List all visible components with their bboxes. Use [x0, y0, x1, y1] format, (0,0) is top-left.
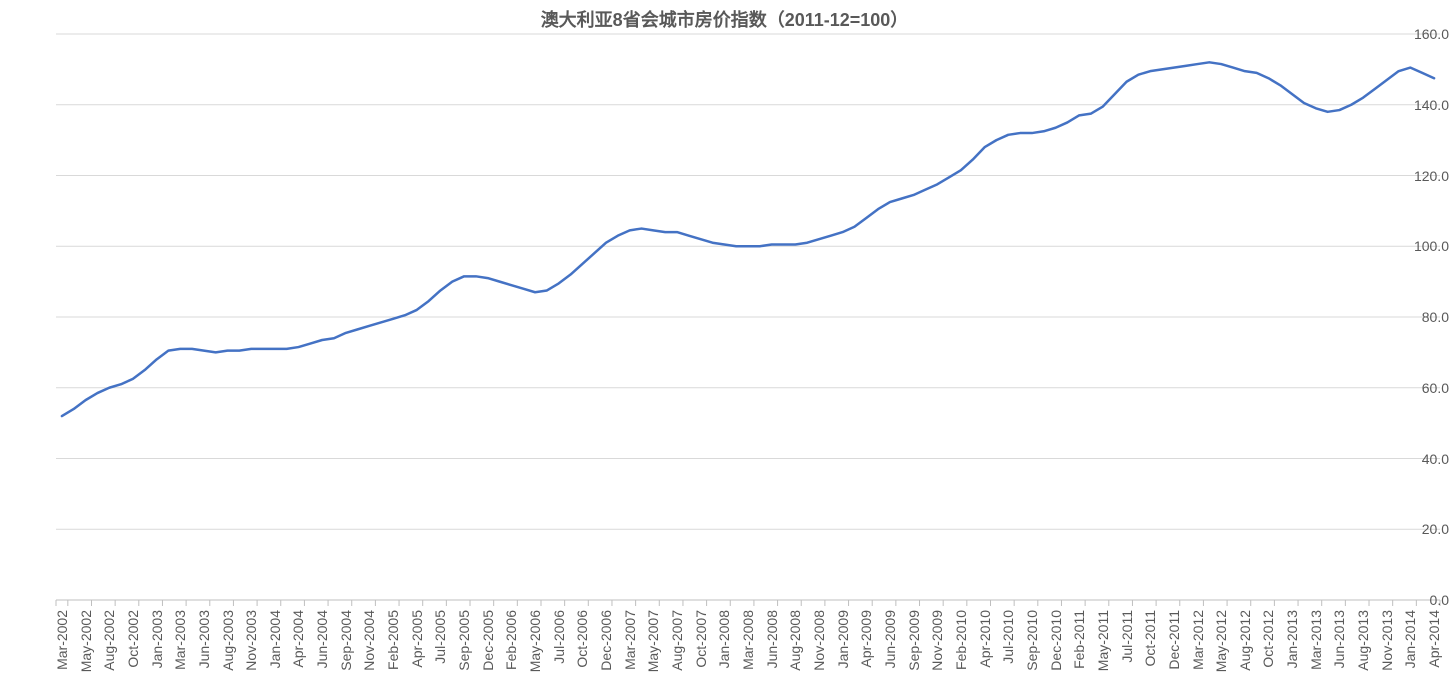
y-tick-label: 100.0 — [1401, 238, 1449, 254]
x-tick-label: Apr-2014 — [1426, 610, 1442, 668]
x-tick-label: Dec-2011 — [1166, 610, 1182, 670]
x-tick-label: Dec-2006 — [598, 610, 614, 671]
x-tick-label: Jan-2004 — [267, 610, 283, 668]
x-tick-label: Mar-2012 — [1190, 610, 1206, 670]
x-tick-label: Jan-2009 — [835, 610, 851, 668]
x-tick-label: Jul-2011 — [1119, 610, 1135, 663]
y-tick-label: 20.0 — [1401, 521, 1449, 537]
x-tick-label: Jun-2004 — [314, 610, 330, 668]
x-tick-label: Jan-2014 — [1402, 610, 1418, 668]
x-tick-label: Sep-2010 — [1024, 610, 1040, 671]
x-tick-label: Mar-2013 — [1308, 610, 1324, 670]
x-tick-label: Feb-2011 — [1071, 610, 1087, 669]
x-tick-label: Aug-2007 — [669, 610, 685, 671]
x-tick-label: Jan-2003 — [149, 610, 165, 668]
x-tick-label: May-2012 — [1213, 610, 1229, 672]
y-tick-label: 60.0 — [1401, 380, 1449, 396]
x-tick-label: Sep-2005 — [456, 610, 472, 671]
x-tick-label: Nov-2009 — [929, 610, 945, 671]
x-tick-label: Feb-2005 — [385, 610, 401, 670]
x-tick-label: Feb-2010 — [953, 610, 969, 670]
x-tick-label: Nov-2013 — [1379, 610, 1395, 671]
x-tick-label: Apr-2004 — [290, 610, 306, 668]
x-tick-label: Oct-2007 — [693, 610, 709, 668]
x-tick-label: Oct-2006 — [574, 610, 590, 668]
x-tick-label: Aug-2012 — [1237, 610, 1253, 671]
x-tick-label: Aug-2008 — [787, 610, 803, 671]
x-tick-label: Nov-2003 — [243, 610, 259, 671]
x-tick-label: Aug-2002 — [101, 610, 117, 671]
x-tick-label: Jul-2006 — [551, 610, 567, 664]
x-tick-label: Jun-2009 — [882, 610, 898, 668]
x-tick-label: Dec-2010 — [1048, 610, 1064, 671]
y-tick-label: 140.0 — [1401, 97, 1449, 113]
x-tick-label: Aug-2013 — [1355, 610, 1371, 671]
x-tick-label: Mar-2008 — [740, 610, 756, 670]
x-tick-label: Sep-2004 — [338, 610, 354, 671]
x-tick-label: Jun-2003 — [196, 610, 212, 668]
x-tick-label: Oct-2002 — [125, 610, 141, 668]
x-tick-label: Aug-2003 — [220, 610, 236, 671]
y-tick-label: 0.0 — [1401, 592, 1449, 608]
x-tick-label: Dec-2005 — [480, 610, 496, 671]
y-tick-label: 80.0 — [1401, 309, 1449, 325]
x-tick-label: May-2006 — [527, 610, 543, 672]
x-tick-label: Oct-2011 — [1142, 610, 1158, 667]
y-tick-label: 160.0 — [1401, 26, 1449, 42]
x-tick-label: Jun-2013 — [1331, 610, 1347, 668]
y-tick-label: 40.0 — [1401, 451, 1449, 467]
x-tick-label: Apr-2009 — [858, 610, 874, 668]
x-tick-label: Feb-2006 — [503, 610, 519, 670]
x-tick-label: May-2002 — [78, 610, 94, 672]
x-tick-label: Mar-2007 — [622, 610, 638, 670]
y-tick-label: 120.0 — [1401, 168, 1449, 184]
x-tick-label: Jul-2005 — [432, 610, 448, 664]
chart-svg — [0, 0, 1449, 689]
x-tick-label: May-2011 — [1095, 610, 1111, 671]
x-tick-label: Nov-2004 — [361, 610, 377, 671]
price-index-line — [62, 62, 1434, 416]
x-tick-label: Mar-2002 — [54, 610, 70, 670]
x-tick-label: Jun-2008 — [764, 610, 780, 668]
x-tick-label: Apr-2010 — [977, 610, 993, 668]
x-tick-label: Mar-2003 — [172, 610, 188, 670]
x-tick-label: Apr-2005 — [409, 610, 425, 668]
x-tick-label: Jan-2008 — [716, 610, 732, 668]
x-tick-label: Oct-2012 — [1260, 610, 1276, 668]
x-tick-label: May-2007 — [645, 610, 661, 672]
x-tick-label: Nov-2008 — [811, 610, 827, 671]
x-tick-label: Jan-2013 — [1284, 610, 1300, 668]
x-tick-label: Sep-2009 — [906, 610, 922, 671]
chart-title: 澳大利亚8省会城市房价指数（2011-12=100） — [0, 6, 1449, 32]
chart-container: 澳大利亚8省会城市房价指数（2011-12=100） 0.0 20.0 40.0 60… — [0, 0, 1449, 689]
x-tick-label: Jul-2010 — [1000, 610, 1016, 664]
